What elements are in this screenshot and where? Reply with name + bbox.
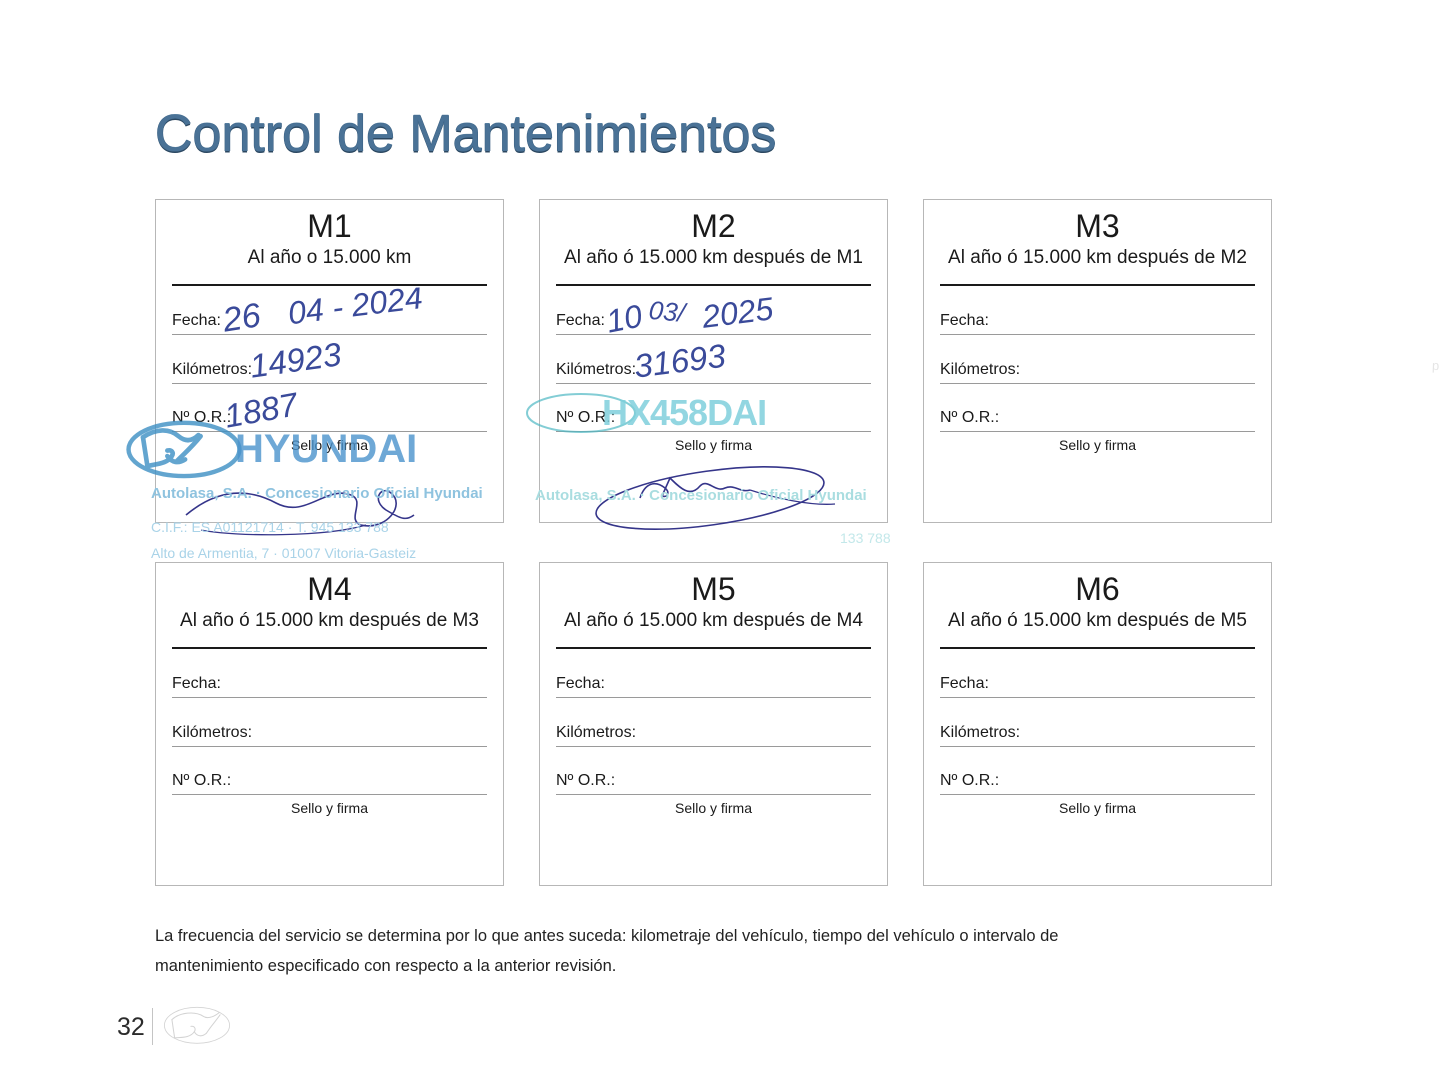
svg-text:31693: 31693 — [634, 337, 728, 385]
svg-text:04 - 2024: 04 - 2024 — [286, 286, 425, 331]
svg-text:10: 10 — [607, 297, 645, 339]
svg-text:26: 26 — [223, 296, 263, 340]
svg-text:2025: 2025 — [699, 290, 775, 335]
svg-text:03/: 03/ — [648, 295, 689, 328]
svg-text:14923: 14923 — [250, 335, 344, 385]
